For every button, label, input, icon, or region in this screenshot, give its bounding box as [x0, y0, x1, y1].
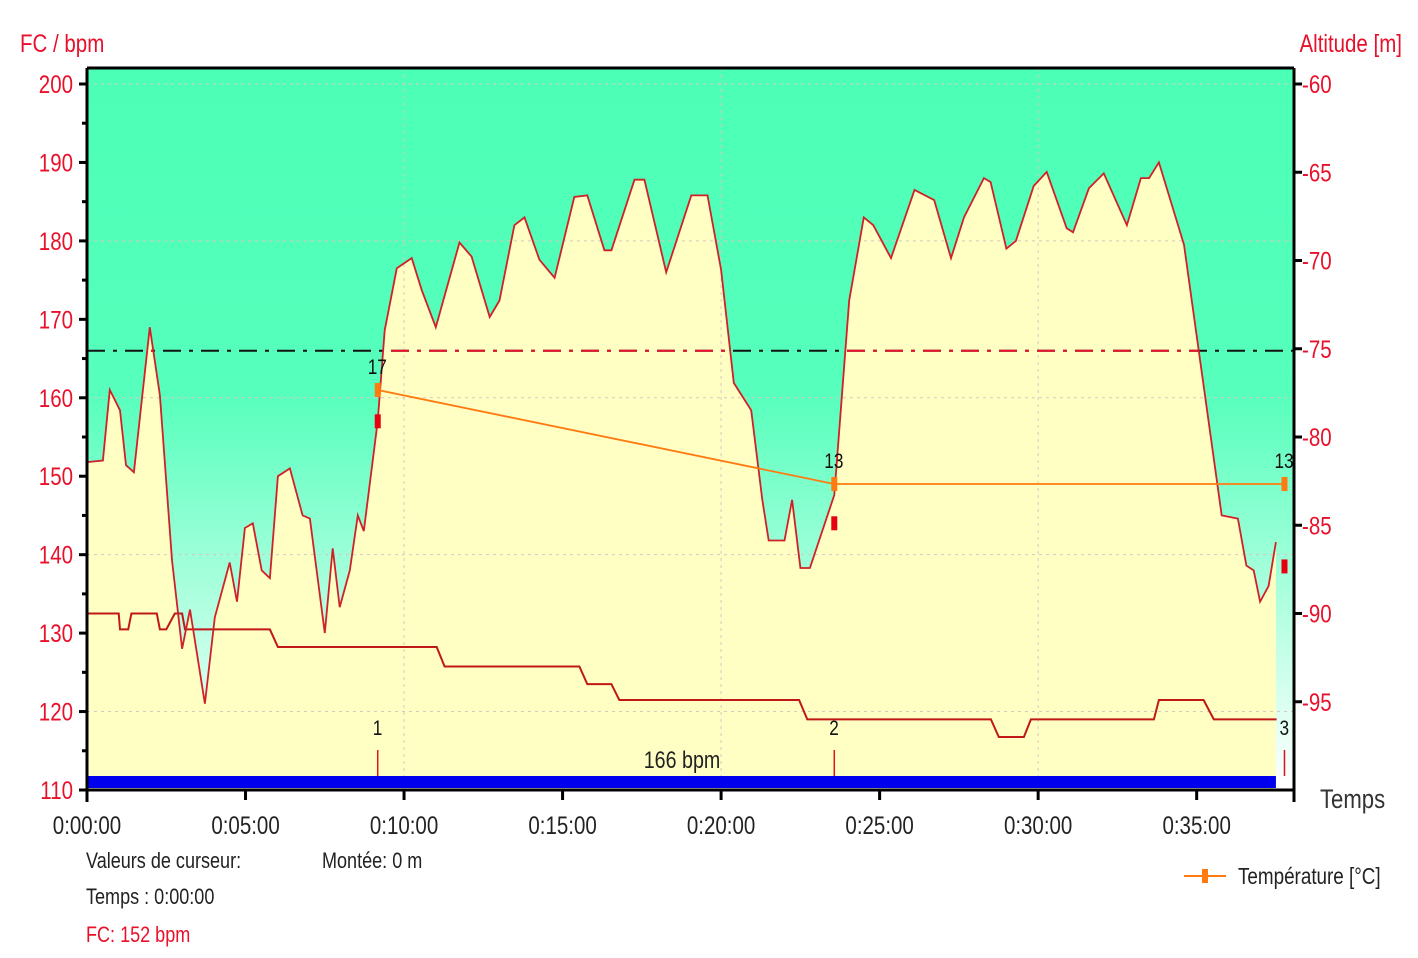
y-left-tick-label: 180: [39, 227, 73, 255]
x-tick-label: 0:10:00: [370, 811, 438, 839]
x-tick-label: 0:05:00: [211, 811, 279, 839]
legend-temperature-marker: [1202, 869, 1208, 883]
lap-marker-red: [1281, 559, 1288, 574]
heart-rate-line: [86, 160, 1277, 704]
y-left-tick-label: 140: [39, 541, 73, 569]
x-tick-label: 0:35:00: [1162, 811, 1230, 839]
cursor-values-title: Valeurs de curseur:: [86, 848, 242, 873]
y-right-tick-label: -90: [1302, 600, 1332, 628]
lap-marker-red: [374, 414, 381, 429]
y-left-axis-title: FC / bpm: [20, 29, 104, 57]
y-right-axis-title: Altitude [m]: [1299, 29, 1402, 57]
duration-bar: [87, 776, 1276, 788]
cursor-hr: FC: 152 bpm: [86, 922, 191, 947]
y-right-tick-label: -75: [1302, 335, 1332, 363]
y-left-tick-label: 190: [39, 148, 73, 176]
x-tick-label: 0:15:00: [528, 811, 596, 839]
cursor-climb: Montée: 0 m: [322, 848, 423, 873]
temperature-point: [374, 383, 381, 397]
y-left-tick-label: 170: [39, 305, 73, 333]
x-axis-title: Temps: [1320, 785, 1385, 815]
y-left-tick-label: 120: [39, 698, 73, 726]
y-right-tick-label: -60: [1302, 70, 1332, 98]
x-tick-label: 0:20:00: [687, 811, 755, 839]
y-right-tick-label: -80: [1302, 423, 1332, 451]
temperature-point: [1281, 477, 1288, 491]
legend-temperature-label: Température [°C]: [1238, 864, 1381, 889]
y-right-tick-label: -95: [1302, 688, 1332, 716]
y-right-tick-label: -85: [1302, 511, 1332, 539]
temperature-point-label: 13: [1274, 451, 1293, 474]
lap-label: 3: [1279, 718, 1289, 741]
altitude-line: [87, 612, 1277, 738]
y-left-tick-label: 150: [39, 462, 73, 490]
y-left-tick-label: 130: [39, 619, 73, 647]
x-tick-label: 0:30:00: [1004, 811, 1072, 839]
lap-label: 2: [829, 718, 839, 741]
lap-marker-red: [831, 516, 838, 531]
heart-rate-area: [87, 162, 1276, 790]
temperature-point: [831, 477, 838, 491]
threshold-label: 166 bpm: [644, 746, 721, 773]
x-tick-label: 0:00:00: [53, 811, 121, 839]
y-left-tick-label: 160: [39, 384, 73, 412]
temperature-point-label: 13: [824, 451, 843, 474]
y-right-tick-label: -65: [1302, 158, 1332, 186]
y-right-tick-label: -70: [1302, 247, 1332, 275]
cursor-time: Temps : 0:00:00: [86, 884, 215, 909]
y-left-tick-label: 200: [39, 70, 73, 98]
lap-label: 1: [373, 718, 383, 741]
y-left-tick-label: 110: [40, 776, 73, 804]
temperature-point-label: 17: [368, 357, 387, 380]
x-tick-label: 0:25:00: [845, 811, 913, 839]
